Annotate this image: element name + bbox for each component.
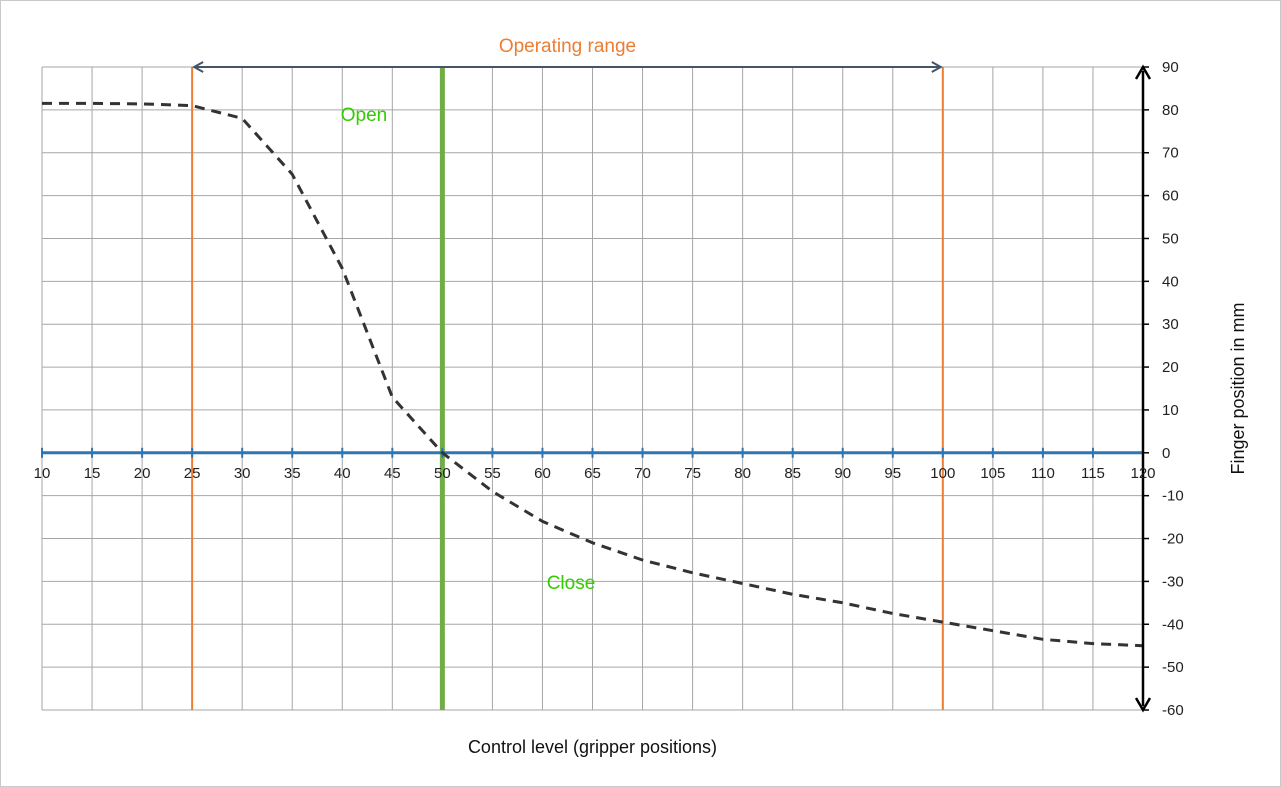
x-tick-label: 65 (584, 465, 601, 482)
x-tick-label: 25 (184, 465, 201, 482)
y-tick-label: -20 (1162, 531, 1184, 548)
x-tick-label: 100 (930, 465, 955, 482)
y-tick-label: 40 (1162, 273, 1179, 290)
x-tick-label: 95 (884, 465, 901, 482)
x-tick-label: 90 (834, 465, 851, 482)
open-label: Open (341, 105, 387, 126)
range-arrow-right-head (931, 61, 943, 73)
y-tick-label: 50 (1162, 230, 1179, 247)
grid-layer (41, 66, 1144, 711)
x-axis-title: Control level (gripper positions) (468, 737, 717, 757)
x-tick-label: 10 (34, 465, 51, 482)
x-tick-label: 115 (1081, 465, 1105, 482)
x-tick-label: 50 (434, 465, 451, 482)
zero-axis (41, 447, 1144, 458)
operating-range-arrow (192, 61, 943, 73)
x-tick-label: 120 (1130, 465, 1155, 482)
y-tick-label: 30 (1162, 316, 1179, 333)
y-tick-label: -30 (1162, 573, 1184, 590)
series-line-0 (42, 101, 1144, 648)
x-tick-label: 15 (84, 465, 101, 482)
y-tick-label: 90 (1162, 59, 1179, 76)
y-tick-label: 80 (1162, 102, 1179, 119)
y-tick-label: -50 (1162, 659, 1184, 676)
x-tick-label: 80 (734, 465, 751, 482)
y-tick-label: -40 (1162, 616, 1184, 633)
x-tick-label: 85 (784, 465, 801, 482)
reference-lines (191, 67, 944, 710)
x-tick-label: 45 (384, 465, 401, 482)
x-tick-label: 40 (334, 465, 351, 482)
y-tick-labels: 90 80 70 60 50 40 30 20 10 0 -10 -20 -30 -40 -50 -60 (1162, 59, 1184, 719)
y-tick-label: 60 (1162, 188, 1179, 205)
x-tick-label: 30 (234, 465, 251, 482)
x-tick-label: 35 (284, 465, 301, 482)
series-layer (42, 101, 1144, 648)
x-tick-label: 105 (980, 465, 1005, 482)
x-tick-label: 110 (1031, 465, 1055, 482)
y-tick-label: 10 (1162, 402, 1179, 419)
x-tick-label: 55 (484, 465, 501, 482)
operating-range-label: Operating range (499, 36, 636, 57)
x-tick-label: 75 (684, 465, 701, 482)
x-tick-label: 20 (134, 465, 151, 482)
range-arrow-left-head (192, 61, 204, 73)
x-tick-label: 60 (534, 465, 551, 482)
close-label: Close (547, 573, 596, 594)
y-tick-label: 20 (1162, 359, 1179, 376)
y-tick-label: 0 (1162, 445, 1170, 462)
y-axis (1134, 64, 1152, 713)
x-tick-labels: 10 15 20 25 30 35 40 45 50 55 60 65 70 75 80 85 90 95 100 1… (34, 465, 1156, 482)
y-axis-title: Finger position in mm (1228, 302, 1248, 474)
y-tick-label: -60 (1162, 702, 1184, 719)
x-tick-label: 70 (634, 465, 651, 482)
y-tick-label: -10 (1162, 488, 1184, 505)
y-tick-label: 70 (1162, 145, 1179, 162)
